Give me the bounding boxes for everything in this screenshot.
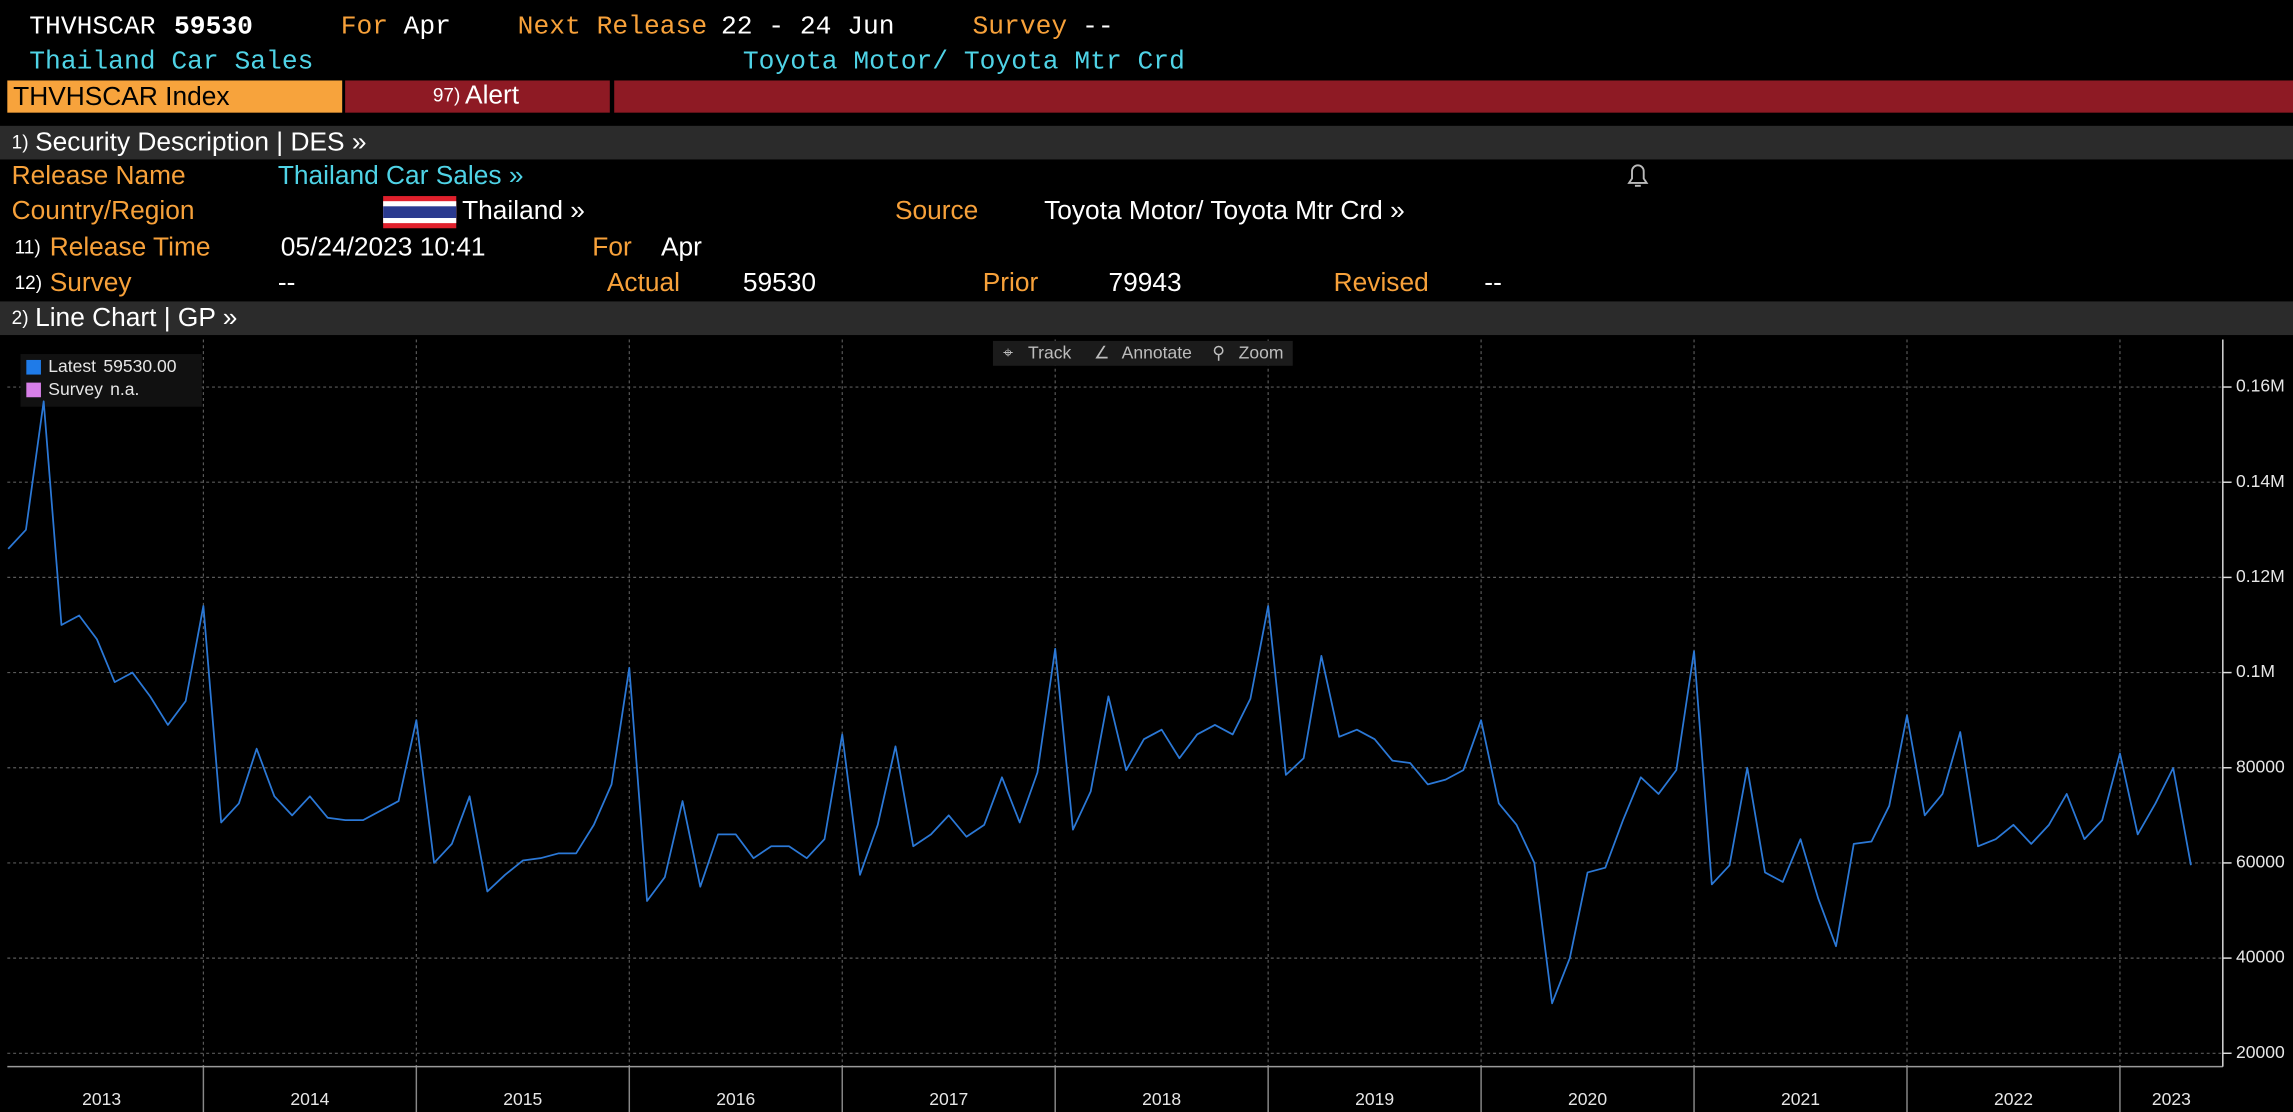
- field-link[interactable]: Thailand »: [462, 195, 585, 225]
- y-tick-label: 40000: [2236, 947, 2285, 967]
- toolbar-icon: ⌖: [1003, 343, 1013, 363]
- y-tick-label: 0.12M: [2236, 566, 2285, 586]
- field-label[interactable]: Release Time: [50, 232, 211, 262]
- chart: 20000 40000 60000 80000 0.1M 0.12M 0.14M 0.16M 2…: [7, 339, 2285, 1112]
- next-release: 22 - 24 Jun: [721, 11, 895, 41]
- field-label: Prior: [983, 267, 1039, 297]
- x-tick-label: 2019: [1355, 1089, 1394, 1109]
- toolbar: [992, 340, 1293, 366]
- survey-label: Survey: [972, 11, 1067, 41]
- x-tick-label: 2023: [2152, 1089, 2191, 1109]
- source: Toyota Motor/ Toyota Mtr Crd: [743, 46, 1185, 76]
- field-label[interactable]: Survey: [50, 267, 133, 297]
- flag: [383, 196, 457, 229]
- for-value: Apr: [404, 11, 451, 41]
- series-line: [7, 400, 2192, 1005]
- y-tick-label: 0.16M: [2236, 376, 2285, 396]
- x-tick-label: 2017: [929, 1089, 968, 1109]
- legend-box: [20, 354, 202, 407]
- toolbar-button[interactable]: Zoom: [1239, 343, 1284, 363]
- field-link[interactable]: Thailand Car Sales »: [278, 160, 524, 190]
- x-tick-label: 2014: [290, 1089, 329, 1109]
- legend-name: Survey: [48, 379, 103, 399]
- y-tick-label: 20000: [2236, 1042, 2285, 1062]
- toolbar-icon: ⚲: [1212, 343, 1225, 363]
- x-tick-label: 2016: [716, 1089, 755, 1109]
- x-tick-label: 2013: [82, 1089, 121, 1109]
- x-tick-label: 2015: [503, 1089, 542, 1109]
- field-label: Release Name: [12, 160, 186, 190]
- toolbar-button[interactable]: Annotate: [1122, 343, 1192, 363]
- next-release-label: Next Release: [518, 11, 707, 41]
- x-tick-label: 2022: [1994, 1089, 2033, 1109]
- field-value: 79943: [1108, 267, 1181, 297]
- y-tick-label: 80000: [2236, 756, 2285, 776]
- survey-value: --: [1082, 11, 1114, 41]
- field-number[interactable]: 11): [15, 238, 41, 259]
- bell-icon[interactable]: [1627, 164, 1649, 187]
- section-number[interactable]: 2): [12, 308, 29, 329]
- tab-index-label[interactable]: THVHSCAR Index: [13, 81, 229, 111]
- section-title[interactable]: Line Chart | GP »: [35, 302, 237, 332]
- tab-alert[interactable]: [345, 80, 610, 113]
- section-number[interactable]: 1): [12, 132, 29, 153]
- field-label: For: [592, 232, 632, 262]
- field-value: Apr: [661, 232, 702, 262]
- legend-label: Survey n.a.: [48, 379, 139, 399]
- legend-label: Latest 59530.00: [48, 356, 177, 376]
- y-tick-label: 0.1M: [2236, 661, 2275, 681]
- tab-alert-number[interactable]: 97): [433, 86, 460, 107]
- x-tick-label: 2018: [1142, 1089, 1181, 1109]
- legend-value: 59530.00: [103, 356, 176, 376]
- toolbar-icon: ∠: [1094, 343, 1110, 363]
- field-value: --: [1484, 267, 1502, 297]
- tab-alert-label[interactable]: Alert: [465, 80, 520, 110]
- section-title[interactable]: Security Description | DES »: [35, 126, 366, 156]
- field-label: Revised: [1334, 267, 1429, 297]
- security-name: Thailand Car Sales: [29, 46, 313, 76]
- field-value: --: [278, 267, 296, 297]
- x-tick-label: 2021: [1781, 1089, 1820, 1109]
- section-bar: [0, 301, 2293, 336]
- last-value: 59530: [174, 11, 253, 41]
- legend-swatch: [26, 382, 41, 398]
- y-tick-label: 60000: [2236, 852, 2285, 872]
- for-label: For: [341, 11, 388, 41]
- y-tick-label: 0.14M: [2236, 471, 2285, 491]
- field-label: Country/Region: [12, 195, 195, 225]
- x-tick-label: 2020: [1568, 1089, 1607, 1109]
- section-bar: [0, 125, 2293, 160]
- field-label: Source: [895, 195, 978, 225]
- tab-bar: [614, 80, 2293, 113]
- field-label: Actual: [607, 267, 680, 297]
- legend-value: n.a.: [110, 379, 139, 399]
- field-link[interactable]: Toyota Motor/ Toyota Mtr Crd »: [1044, 195, 1405, 225]
- legend-name: Latest: [48, 356, 96, 376]
- ticker: THVHSCAR: [29, 11, 155, 41]
- tab-index[interactable]: [7, 80, 343, 113]
- field-value: 59530: [743, 267, 816, 297]
- field-number[interactable]: 12): [15, 273, 42, 294]
- legend-swatch: [26, 359, 41, 375]
- field-value: 05/24/2023 10:41: [281, 232, 486, 262]
- toolbar-button[interactable]: Track: [1028, 343, 1071, 363]
